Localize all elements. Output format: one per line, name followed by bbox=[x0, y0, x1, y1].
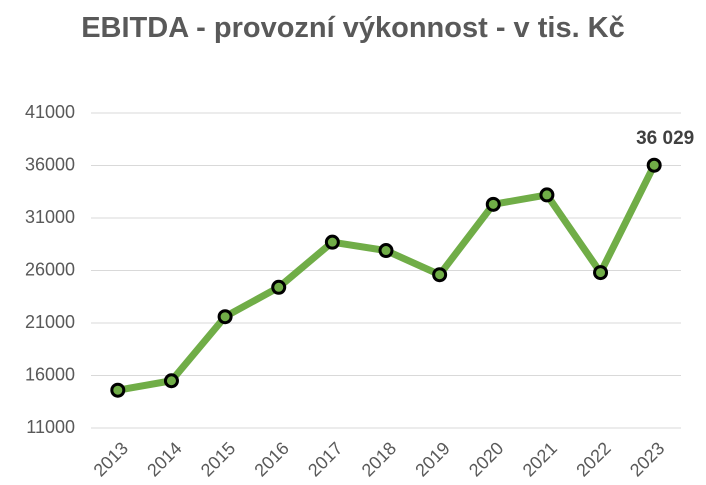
x-tick-label: 2014 bbox=[143, 438, 185, 480]
series-line bbox=[117, 163, 658, 394]
x-tick-label: 2019 bbox=[411, 438, 453, 480]
x-tick-label: 2021 bbox=[519, 438, 561, 480]
chart-title: EBITDA - provozní výkonnost - v tis. Kč bbox=[81, 12, 625, 44]
data-label: 36 029 bbox=[636, 128, 694, 149]
x-tick-label: 2017 bbox=[304, 438, 346, 480]
y-tick-label: 31000 bbox=[25, 207, 75, 227]
data-point bbox=[217, 309, 233, 325]
y-tick-label: 11000 bbox=[26, 417, 75, 437]
data-point bbox=[646, 157, 662, 173]
data-point bbox=[539, 187, 555, 203]
data-point bbox=[593, 265, 609, 281]
x-tick-label: 2020 bbox=[465, 438, 507, 480]
x-tick-label: 2016 bbox=[250, 438, 292, 480]
y-tick-label: 36000 bbox=[25, 154, 75, 174]
data-point bbox=[163, 373, 179, 389]
x-tick-label: 2018 bbox=[358, 438, 400, 480]
data-point bbox=[485, 196, 501, 212]
x-tick-label: 2022 bbox=[572, 438, 614, 480]
x-tick-label: 2015 bbox=[197, 438, 239, 480]
data-point bbox=[110, 382, 126, 398]
data-point bbox=[378, 243, 394, 259]
data-point bbox=[432, 267, 448, 283]
y-tick-label: 41000 bbox=[25, 102, 75, 122]
y-tick-label: 16000 bbox=[25, 364, 75, 384]
y-tick-label: 26000 bbox=[25, 259, 75, 279]
y-tick-label: 21000 bbox=[25, 312, 75, 332]
data-point bbox=[324, 234, 340, 250]
data-point bbox=[271, 279, 287, 295]
x-tick-label: 2023 bbox=[626, 438, 668, 480]
x-tick-label: 2013 bbox=[90, 438, 132, 480]
